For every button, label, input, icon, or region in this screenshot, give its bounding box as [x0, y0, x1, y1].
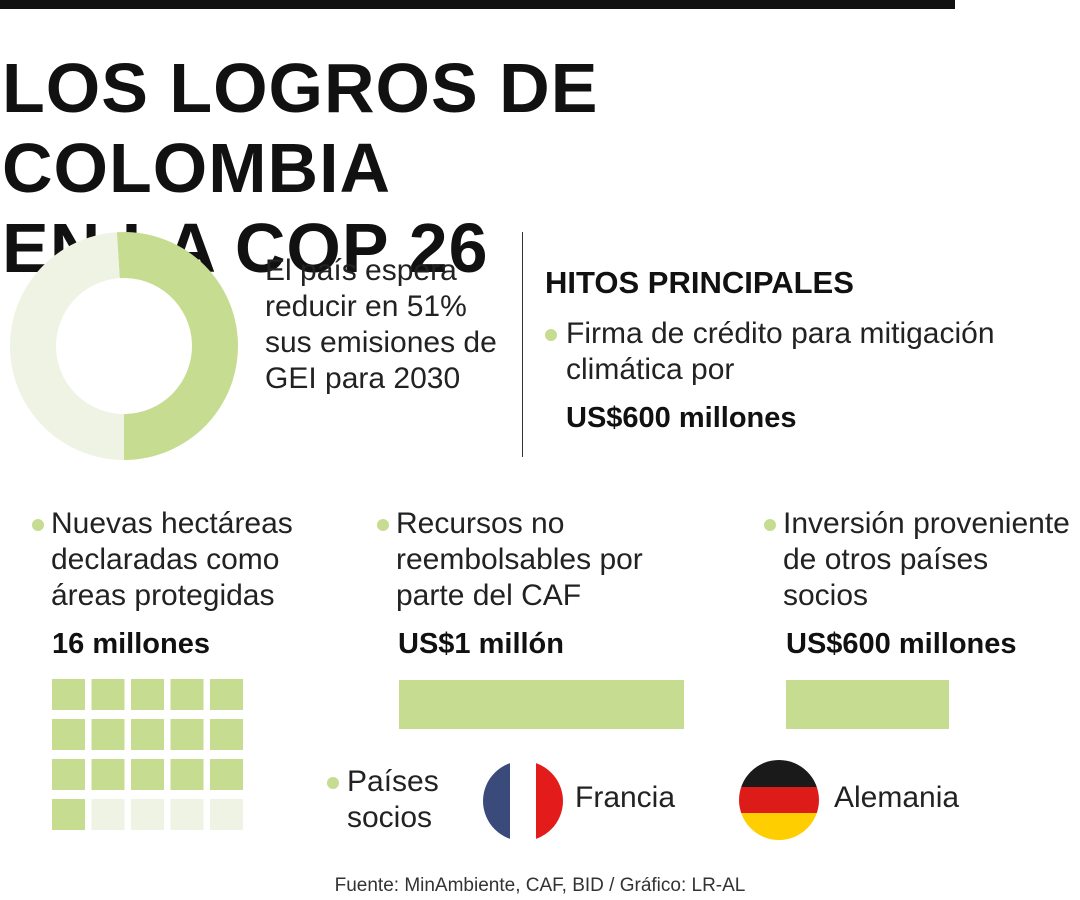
donut-description: El país espera reducir en 51% sus emisio…	[265, 254, 497, 395]
flag-stripe	[739, 760, 819, 787]
waffle-cell-filled	[210, 679, 243, 710]
caf-resources-value: US$1 millón	[398, 628, 564, 660]
waffle-cell-filled	[91, 679, 125, 710]
hectares-waffle-chart	[52, 679, 243, 830]
waffle-cell-empty	[210, 799, 243, 830]
flag-stripe	[483, 761, 510, 841]
waffle-cell-filled	[52, 759, 85, 790]
protected-areas-value: 16 millones	[52, 628, 210, 660]
hito-text: Firma de crédito para mitigación climáti…	[566, 317, 995, 386]
germany-label: Alemania	[834, 781, 960, 814]
bullet-dot-icon	[764, 519, 776, 531]
waffle-cell-filled	[170, 679, 204, 710]
partner-countries-label: Países socios	[347, 765, 439, 834]
flag-stripe	[739, 813, 819, 840]
emissions-donut-chart	[10, 232, 239, 460]
partner-investment-bar	[786, 680, 949, 729]
source-credit: Fuente: MinAmbiente, CAF, BID / Gráfico:…	[334, 875, 746, 896]
caf-resources-text: Recursos no reembolsables por parte del …	[396, 507, 643, 612]
flag-stripe	[509, 761, 537, 841]
flag-stripe	[536, 761, 563, 841]
france-label: Francia	[575, 781, 676, 814]
waffle-cell-filled	[91, 759, 125, 790]
title-line-1: LOS LOGROS DE COLOMBIA	[2, 49, 599, 207]
waffle-cell-filled	[210, 719, 243, 750]
waffle-cell-filled	[52, 679, 85, 710]
caf-resources-item: Recursos no reembolsables por parte del …	[377, 506, 717, 614]
partner-countries-item: Países socios	[327, 764, 467, 836]
page-title: LOS LOGROS DE COLOMBIA EN LA COP 26	[2, 48, 1002, 288]
bullet-dot-icon	[377, 519, 389, 531]
partner-investment-text: Inversión proveniente de otros países so…	[783, 507, 1070, 612]
waffle-cell-filled	[131, 679, 164, 710]
waffle-cell-filled	[91, 719, 125, 750]
waffle-cell-filled	[131, 719, 164, 750]
waffle-cell-filled	[170, 759, 204, 790]
bullet-dot-icon	[327, 777, 339, 789]
bullet-dot-icon	[32, 519, 44, 531]
flag-stripe	[739, 786, 819, 814]
partner-investment-item: Inversión proveniente de otros países so…	[764, 506, 1080, 614]
hito-value: US$600 millones	[566, 402, 797, 434]
top-rule	[0, 0, 955, 9]
waffle-cell-empty	[170, 799, 204, 830]
donut-slice-reducción	[116, 232, 239, 460]
france-flag-icon	[483, 761, 563, 841]
bullet-dot-icon	[545, 329, 557, 341]
waffle-cell-filled	[131, 759, 164, 790]
waffle-cell-filled	[210, 759, 243, 790]
protected-areas-item: Nuevas hectáreas declaradas como áreas p…	[32, 506, 352, 614]
caf-bar	[399, 680, 684, 729]
partner-investment-value: US$600 millones	[786, 628, 1017, 660]
waffle-cell-filled	[52, 719, 85, 750]
waffle-cell-empty	[131, 799, 164, 830]
waffle-cell-filled	[170, 719, 204, 750]
waffle-cell-empty	[91, 799, 125, 830]
hitos-title: HITOS PRINCIPALES	[545, 265, 854, 300]
germany-flag-icon	[739, 760, 819, 840]
donut-slice-resto	[10, 232, 124, 460]
hito-item: Firma de crédito para mitigación climáti…	[545, 316, 1055, 388]
protected-areas-text: Nuevas hectáreas declaradas como áreas p…	[51, 507, 293, 612]
vertical-divider	[522, 232, 523, 457]
waffle-cell-filled	[52, 799, 85, 830]
